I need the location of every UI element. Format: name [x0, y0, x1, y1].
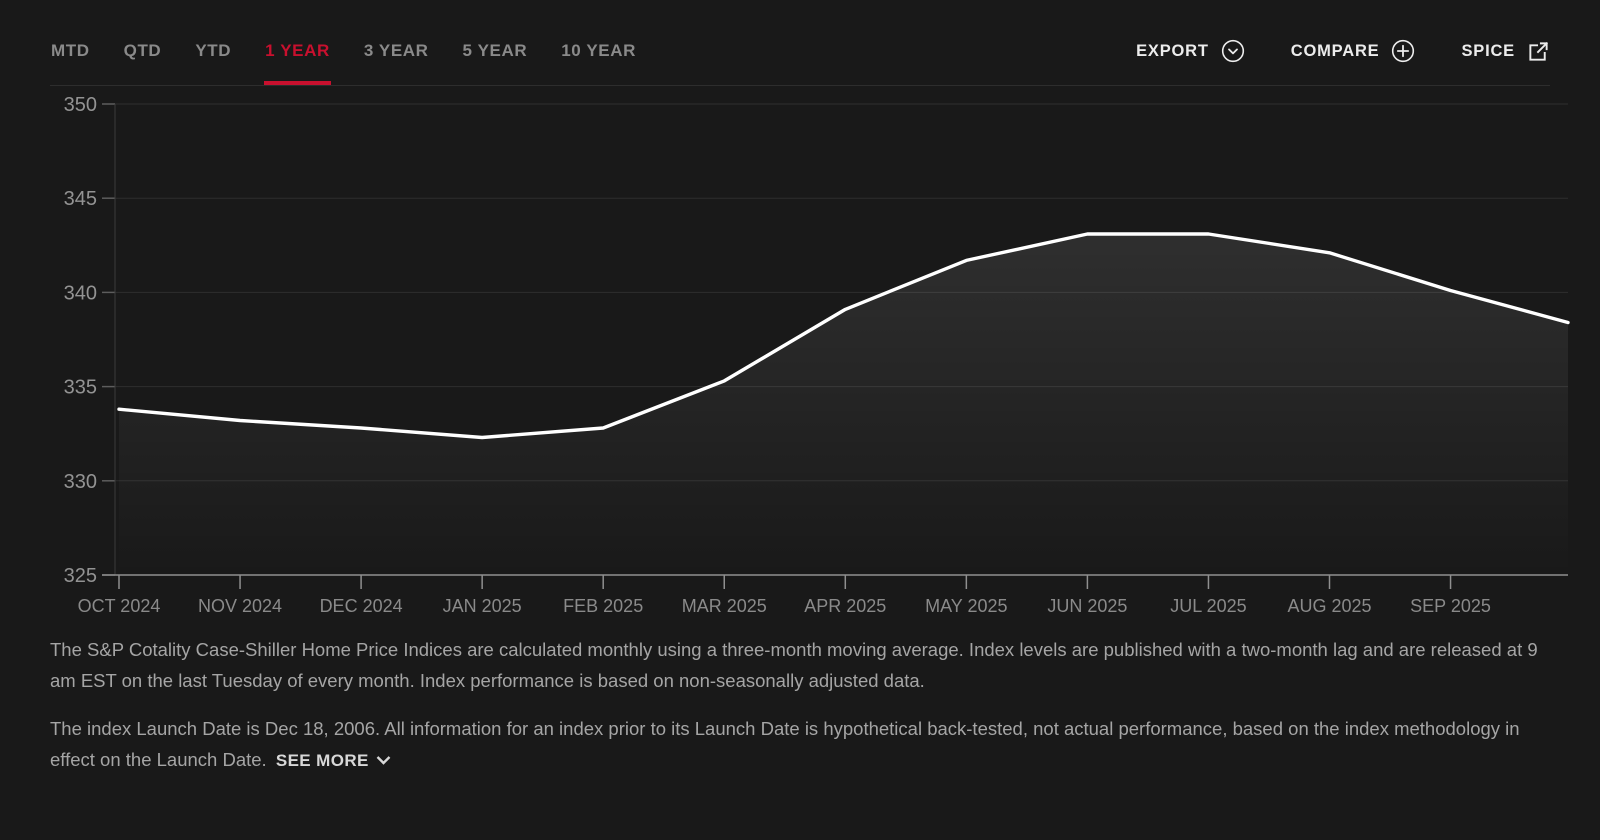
- see-more-button[interactable]: SEE MORE: [276, 751, 391, 771]
- tab-qtd[interactable]: QTD: [123, 41, 163, 85]
- tab-3-year[interactable]: 3 YEAR: [363, 41, 430, 85]
- plus-circle-icon: [1391, 39, 1415, 63]
- tab-10-year[interactable]: 10 YEAR: [560, 41, 637, 85]
- svg-text:335: 335: [64, 377, 97, 399]
- tab-5-year[interactable]: 5 YEAR: [462, 41, 529, 85]
- tab-mtd[interactable]: MTD: [50, 41, 91, 85]
- svg-text:DEC 2024: DEC 2024: [320, 596, 403, 616]
- chevron-down-circle-icon: [1221, 39, 1245, 63]
- svg-text:350: 350: [64, 94, 97, 116]
- svg-text:NOV 2024: NOV 2024: [198, 596, 282, 616]
- svg-text:JUL 2025: JUL 2025: [1170, 596, 1246, 616]
- compare-button[interactable]: COMPARE: [1291, 39, 1416, 63]
- svg-text:340: 340: [64, 282, 97, 304]
- spice-label: SPICE: [1461, 41, 1515, 60]
- export-button[interactable]: EXPORT: [1136, 39, 1245, 63]
- svg-text:MAY 2025: MAY 2025: [925, 596, 1007, 616]
- home-price-index-line-chart[interactable]: 350 345 340 335 330 325 OCT 2024 NOV 2024 DEC 20…: [0, 0, 1600, 622]
- period-tabs: MTD QTD YTD 1 YEAR 3 YEAR 5 YEAR 10 YEAR: [50, 41, 637, 85]
- compare-label: COMPARE: [1290, 41, 1380, 60]
- svg-text:APR 2025: APR 2025: [804, 596, 886, 616]
- svg-text:JAN 2025: JAN 2025: [443, 596, 522, 616]
- export-label: EXPORT: [1136, 41, 1209, 60]
- svg-text:SEP 2025: SEP 2025: [1410, 596, 1491, 616]
- svg-text:OCT 2024: OCT 2024: [78, 596, 161, 616]
- chart-toolbar: MTD QTD YTD 1 YEAR 3 YEAR 5 YEAR 10 YEAR…: [50, 0, 1550, 86]
- svg-text:AUG 2025: AUG 2025: [1287, 596, 1371, 616]
- svg-text:330: 330: [64, 471, 97, 493]
- svg-text:MAR 2025: MAR 2025: [682, 596, 767, 616]
- chevron-down-icon: [376, 751, 391, 771]
- external-link-icon: [1527, 40, 1550, 63]
- disclosure-paragraph-2: The index Launch Date is Dec 18, 2006. A…: [50, 718, 1520, 771]
- tab-ytd[interactable]: YTD: [194, 41, 232, 85]
- svg-text:325: 325: [64, 565, 97, 587]
- spice-button[interactable]: SPICE: [1461, 40, 1550, 63]
- disclosure-footer: The S&P Cotality Case-Shiller Home Price…: [50, 634, 1545, 792]
- disclosure-paragraph-1: The S&P Cotality Case-Shiller Home Price…: [50, 639, 1538, 691]
- toolbar-actions: EXPORT COMPARE SPICE: [1136, 39, 1550, 85]
- svg-text:FEB 2025: FEB 2025: [563, 596, 643, 616]
- svg-text:JUN 2025: JUN 2025: [1047, 596, 1127, 616]
- tab-1-year[interactable]: 1 YEAR: [264, 41, 331, 85]
- svg-text:345: 345: [64, 188, 97, 210]
